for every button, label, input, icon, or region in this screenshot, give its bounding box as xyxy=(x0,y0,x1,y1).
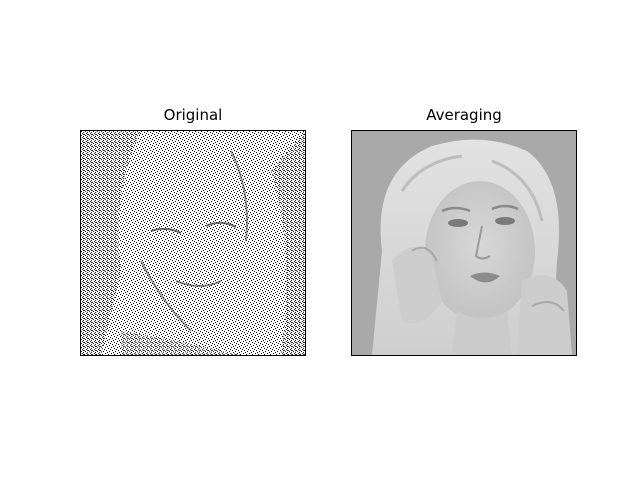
averaging-smoothed-image xyxy=(352,131,576,355)
original-image-frame xyxy=(80,130,306,356)
averaging-image-frame xyxy=(351,130,577,356)
original-panel-title: Original xyxy=(163,106,223,124)
original-noisy-image xyxy=(81,131,305,355)
averaging-panel-title: Averaging xyxy=(426,106,502,124)
